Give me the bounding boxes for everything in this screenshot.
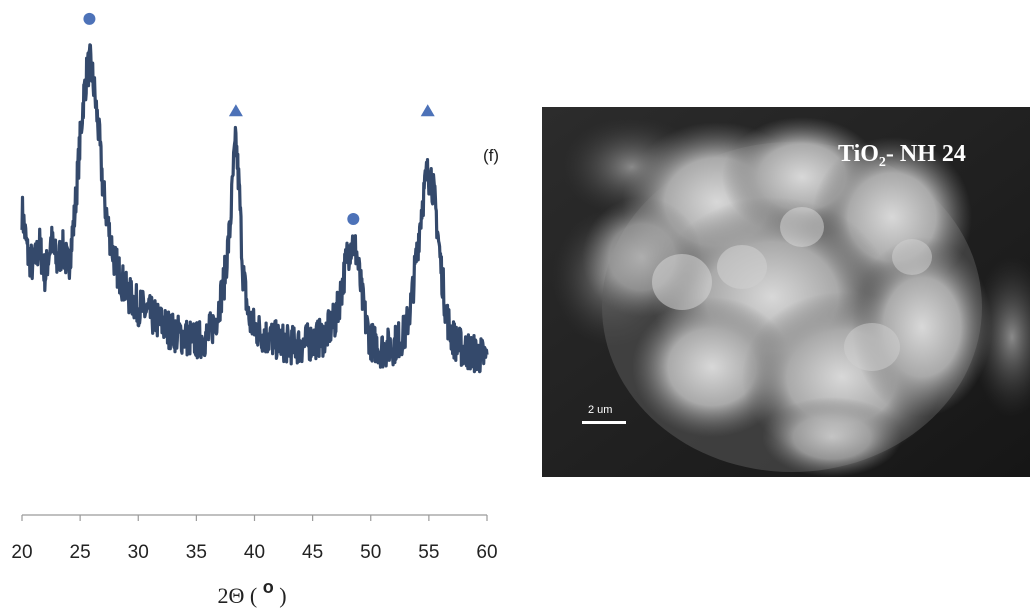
peak-marker-triangle	[420, 104, 435, 117]
panel-label: (f)	[483, 146, 500, 165]
x-tick-label: 60	[476, 542, 497, 563]
scale-bar-label: 2 um	[588, 404, 613, 416]
x-axis-ticks: 20 25 30 35 40 45 50 55 60	[11, 515, 498, 563]
x-tick-label: 30	[128, 542, 149, 563]
x-tick-label: 40	[244, 542, 265, 563]
x-tick-label: 55	[418, 542, 439, 563]
x-tick-label: 25	[70, 542, 91, 563]
peak-markers	[83, 12, 435, 225]
xrd-series-line	[20, 43, 489, 374]
sem-micrograph: TiO2- NH 24 2 um	[542, 107, 1030, 477]
x-tick-label: 35	[186, 542, 207, 563]
peak-marker-circle	[347, 213, 360, 225]
peak-marker-circle	[83, 12, 96, 25]
x-tick-label: 50	[360, 542, 381, 563]
x-axis-title-degree: o	[263, 577, 274, 597]
x-tick-label: 45	[302, 542, 323, 563]
xrd-chart: 20 25 30 35 40 45 50 55 60 2Θ ( o )	[11, 12, 498, 608]
x-axis-title-close: )	[274, 583, 287, 608]
sem-title-subscript: 2	[878, 155, 886, 170]
sem-image	[542, 107, 1030, 477]
x-axis-title-main: 2Θ (	[217, 583, 262, 608]
sem-title-main: TiO	[838, 141, 879, 167]
sem-title-rest: - NH 24	[885, 141, 966, 167]
x-tick-label: 20	[11, 542, 32, 563]
sem-title: TiO2- NH 24	[838, 141, 966, 171]
x-axis-title: 2Θ ( o )	[217, 577, 286, 608]
peak-marker-triangle	[228, 104, 243, 117]
scale-bar	[582, 421, 626, 424]
